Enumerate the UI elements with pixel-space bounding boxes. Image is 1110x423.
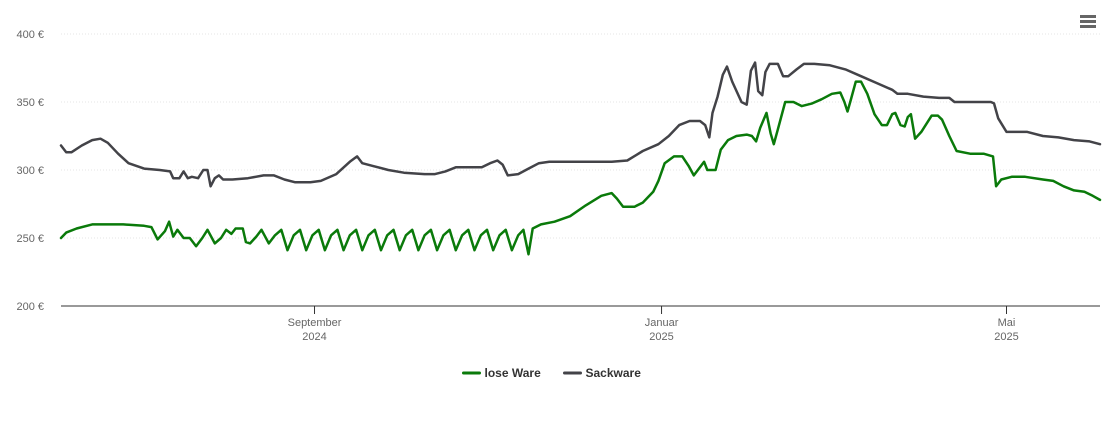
legend-item-lose-ware[interactable]: lose Ware <box>462 366 542 380</box>
series-line-sackware[interactable] <box>59 61 1102 188</box>
x-axis: September 2024 Januar 2025 Mai 2025 <box>61 305 1100 343</box>
y-tick-label: 350 € <box>16 97 44 109</box>
x-tick-month: Januar <box>645 317 679 329</box>
y-axis: 200 € 250 € 300 € 350 € 400 € <box>16 29 44 313</box>
x-tick-month: Mai <box>998 317 1016 329</box>
series-group <box>59 61 1102 256</box>
grid-lines <box>61 33 1100 239</box>
hamburger-menu-icon[interactable] <box>1076 10 1100 32</box>
y-tick-label: 300 € <box>16 165 44 177</box>
y-tick-label: 250 € <box>16 233 44 245</box>
x-tick-year: 2025 <box>649 331 673 343</box>
x-tick-year: 2024 <box>302 331 326 343</box>
x-tick-year: 2025 <box>994 331 1018 343</box>
legend-item-sackware[interactable]: Sackware <box>563 366 642 380</box>
x-tick-month: September <box>288 317 342 329</box>
legend: lose Ware Sackware <box>462 366 642 380</box>
series-line-lose-ware[interactable] <box>59 80 1102 256</box>
legend-label: Sackware <box>586 366 642 380</box>
legend-label: lose Ware <box>485 366 542 380</box>
y-tick-label: 200 € <box>16 301 44 313</box>
y-tick-label: 400 € <box>16 29 44 41</box>
